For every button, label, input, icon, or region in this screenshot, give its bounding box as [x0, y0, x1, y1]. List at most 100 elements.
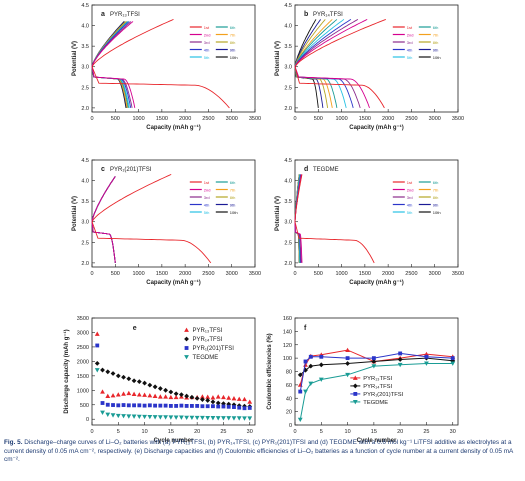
data-point [318, 362, 324, 368]
panel-letter: c [101, 166, 105, 173]
y-tick-label: 100 [283, 356, 292, 362]
data-point [152, 384, 158, 390]
y-tick-label: 0 [289, 423, 292, 429]
data-point [94, 331, 100, 336]
data-point [100, 389, 105, 394]
data-point [205, 404, 210, 409]
data-point [163, 403, 168, 408]
data-point [157, 386, 163, 391]
data-point [194, 395, 200, 401]
x-tick-label: 2500 [405, 116, 417, 122]
data-point [179, 403, 184, 408]
legend-label: 3rd [204, 40, 210, 45]
data-point [205, 394, 211, 399]
data-point [200, 394, 205, 399]
x-tick-label: 3000 [226, 116, 238, 122]
data-point [136, 379, 142, 385]
charge-curve-8th [91, 176, 116, 222]
y-tick-label: 4.5 [284, 158, 292, 164]
data-point [147, 393, 153, 398]
data-point [184, 403, 189, 408]
x-tick-label: 30 [247, 429, 253, 435]
plot-frame [91, 317, 256, 426]
y-tick-label: 1000 [77, 388, 89, 394]
charge-curve-9th [91, 176, 116, 222]
panel-label: TEGDME [313, 167, 339, 173]
discharge-curve-6th [91, 221, 116, 263]
data-point [95, 343, 100, 348]
figure-caption: Fig. 5. Discharge–charge curves of Li–O₂… [4, 439, 521, 465]
data-point [216, 404, 221, 409]
data-point [100, 410, 105, 415]
charge-curve-1st [294, 18, 386, 67]
x-tick-label: 500 [111, 271, 120, 277]
charge-curve-1st [294, 174, 303, 222]
data-point [115, 373, 121, 379]
data-point [173, 415, 179, 420]
discharge-curve-2nd [294, 66, 370, 109]
data-point [308, 363, 314, 369]
data-point [121, 374, 126, 380]
legend-label: 9th [433, 47, 439, 52]
discharge-curve-7th [91, 221, 116, 263]
data-point [163, 387, 169, 393]
data-point [131, 391, 137, 396]
data-point [297, 372, 303, 378]
x-tick-label: 0 [293, 429, 296, 435]
y-axis-label: Coulombic efficiencies (%) [267, 333, 273, 409]
y-tick-label: 3.0 [81, 220, 89, 226]
legend-marker [184, 346, 189, 350]
y-tick-label: 40 [286, 396, 292, 402]
legend-label: PYR₁(201)TFSI [193, 346, 235, 352]
panel-label: PYR₁₄TFSI [313, 12, 343, 18]
panel-letter: e [133, 325, 137, 332]
data-point [397, 357, 403, 362]
discharge-curve-1st [91, 66, 230, 109]
data-point [137, 403, 142, 408]
discharge-curve-3rd [91, 221, 116, 263]
discharge-curve-2nd [91, 221, 116, 263]
legend-marker [352, 400, 358, 405]
data-point [94, 361, 100, 366]
data-point [105, 402, 110, 407]
data-point [126, 390, 132, 396]
charge-curve-5th [91, 176, 116, 222]
legend-label: 1st [407, 25, 413, 30]
data-point [200, 397, 205, 402]
x-tick-label: 3000 [226, 271, 238, 277]
data-point [308, 381, 314, 386]
data-point [157, 415, 163, 420]
y-axis-label: Potential (V) [275, 196, 281, 231]
panel-b: 0 500 1000 1500 2000 2500 3000 3500 2.0 2.5 3.0 3.5… [275, 3, 464, 131]
y-axis-label: Potential (V) [72, 41, 78, 76]
panel-letter: a [101, 11, 105, 18]
data-point [121, 391, 126, 396]
x-tick-label: 0 [293, 271, 296, 277]
legend-label: 7th [433, 32, 439, 37]
panel-f: 0 5 10 15 20 25 30 0 20 40 60 80 100 120 140 160 Cycle n… [267, 316, 459, 444]
plot-frame [294, 317, 459, 426]
y-tick-label: 3500 [77, 316, 89, 322]
charge-curve-8th [294, 19, 326, 67]
data-point [215, 400, 221, 406]
x-tick-label: 3500 [452, 116, 464, 122]
x-axis-label: Capacity (mAh g⁻¹) [146, 279, 201, 286]
legend-label: 5th [407, 55, 413, 60]
data-point [210, 415, 216, 421]
charge-curve-2nd [91, 21, 134, 67]
x-axis-label: Capacity (mAh g⁻¹) [146, 124, 201, 131]
y-tick-label: 4.0 [284, 179, 292, 185]
data-point [231, 416, 237, 421]
data-point [116, 403, 121, 408]
y-tick-label: 2.5 [81, 85, 89, 91]
legend-label: PYR₁₃TFSI [363, 376, 392, 382]
panel-a: 0 500 1000 1500 2000 2500 3000 3500 2.0 2.5 3.0 3.5… [72, 3, 261, 131]
legend-label: 9th [230, 47, 236, 52]
x-tick-label: 2500 [202, 271, 214, 277]
charge-curve-1st [91, 173, 172, 222]
data-point [345, 372, 350, 378]
y-tick-label: 120 [283, 343, 292, 349]
x-tick-label: 25 [220, 429, 226, 435]
data-point [242, 396, 247, 402]
x-tick-label: 30 [450, 429, 456, 435]
